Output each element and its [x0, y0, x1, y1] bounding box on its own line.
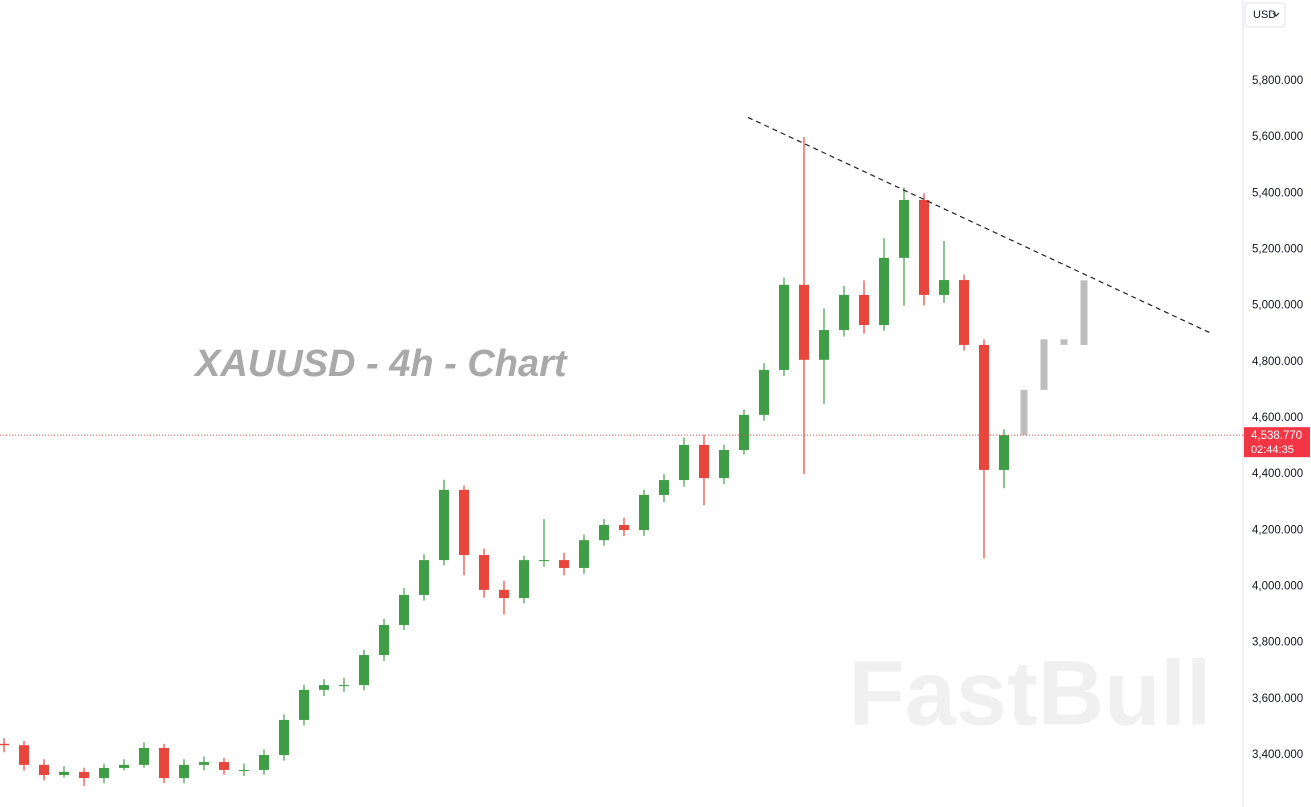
candle-body: [919, 199, 929, 295]
candle-body: [859, 294, 869, 325]
candle-body: [839, 294, 849, 331]
candle-body: [639, 494, 649, 531]
y-tick-label: 3,800.000: [1252, 637, 1303, 649]
y-tick-label: 3,600.000: [1252, 693, 1303, 705]
candle-body: [459, 489, 469, 556]
candle-body: [159, 748, 169, 779]
chart-title: XAUUSD - 4h - Chart: [193, 343, 568, 385]
candle-body: [959, 280, 969, 345]
candle-body: [0, 743, 9, 746]
candle-body: [199, 762, 209, 765]
candle-body: [599, 524, 609, 541]
candle-body: [319, 685, 329, 690]
y-tick-label: 3,400.000: [1252, 749, 1303, 761]
countdown: 02:44:35: [1251, 444, 1294, 456]
candle-body: [59, 771, 69, 775]
candle-body: [699, 444, 709, 479]
y-tick-label: 5,600.000: [1252, 131, 1303, 143]
candle-body: [719, 449, 729, 479]
projection-candle: [1060, 339, 1068, 345]
y-tick-label: 5,400.000: [1252, 187, 1303, 199]
candle-body: [939, 280, 949, 295]
candle-body: [519, 560, 529, 599]
candle-body: [479, 555, 489, 590]
candle-body: [179, 764, 189, 779]
candle-body: [759, 369, 769, 415]
candle-body: [419, 560, 429, 595]
candle-body: [79, 771, 89, 779]
y-tick-label: 5,800.000: [1252, 75, 1303, 87]
candle-body: [999, 435, 1009, 470]
candle-body: [399, 594, 409, 625]
trendline: [747, 116, 1213, 335]
candle-body: [499, 589, 509, 599]
candle-body: [679, 444, 689, 481]
dropdown-icon: [1272, 12, 1280, 17]
candle-body: [779, 284, 789, 370]
y-tick-label: 4,200.000: [1252, 524, 1303, 536]
currency-label: USD: [1253, 9, 1276, 21]
candle-body: [259, 755, 269, 770]
candle-body: [379, 624, 389, 656]
candle-body: [19, 745, 29, 765]
projection-candle: [1020, 389, 1028, 436]
last-price-label: 4,538.770: [1251, 430, 1302, 442]
candle-body: [219, 762, 229, 770]
candle-body: [579, 540, 589, 568]
candle-body: [359, 655, 369, 686]
projection-candle: [1040, 339, 1048, 390]
candle-body: [99, 767, 109, 779]
candle-body: [879, 257, 889, 325]
projection-candle: [1080, 280, 1088, 345]
candle-body: [279, 719, 289, 756]
y-tick-label: 4,400.000: [1252, 468, 1303, 480]
candle-body: [39, 764, 49, 775]
candle-body: [559, 560, 569, 568]
candle-body: [539, 560, 549, 562]
y-tick-label: 4,000.000: [1252, 581, 1303, 593]
candle-body: [299, 689, 309, 720]
last-price-box: [1244, 427, 1310, 458]
candle-body: [439, 489, 449, 561]
candle-body: [239, 769, 249, 771]
candle-body: [799, 284, 809, 360]
candle-body: [119, 764, 129, 768]
watermark: FastBull: [849, 642, 1212, 744]
candle-body: [899, 199, 909, 258]
y-tick-label: 4,800.000: [1252, 356, 1303, 368]
candle-body: [979, 344, 989, 470]
candle-body: [659, 480, 669, 495]
y-tick-label: 4,600.000: [1252, 412, 1303, 424]
candle-body: [139, 748, 149, 765]
candle-body: [339, 685, 349, 687]
candle-body: [819, 330, 829, 360]
candle-body: [739, 414, 749, 450]
y-tick-label: 5,200.000: [1252, 243, 1303, 255]
y-tick-label: 5,000.000: [1252, 300, 1303, 312]
candle-body: [619, 524, 629, 531]
currency-select[interactable]: [1244, 2, 1286, 28]
